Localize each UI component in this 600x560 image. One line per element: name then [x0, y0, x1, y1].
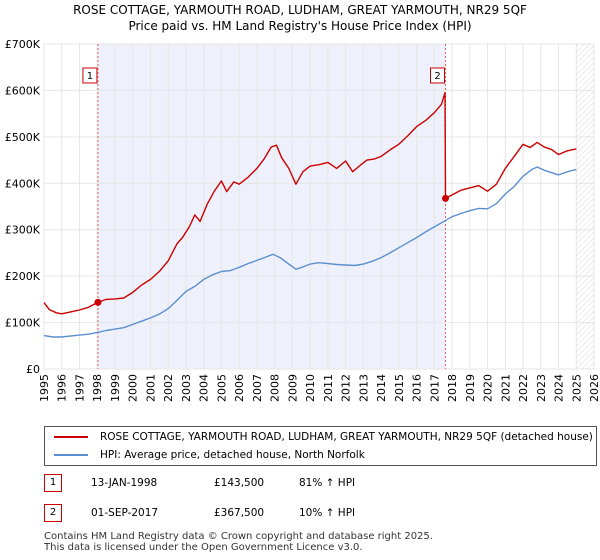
price-chart: 1 2 £0 £100K £200K £300K £400K £500K £600K £700K 1…: [5, 38, 600, 402]
future-region: [576, 44, 594, 369]
legend-swatch-property: [54, 436, 88, 438]
x-tick-label: 2002: [162, 374, 175, 402]
x-tick-label: 2019: [464, 374, 477, 402]
x-tick-label: 2016: [411, 374, 424, 402]
legend-label-property: ROSE COTTAGE, YARMOUTH ROAD, LUDHAM, GRE…: [100, 431, 593, 443]
x-tick-label: 2026: [588, 374, 600, 402]
footer-license: This data is licensed under the Open Gov…: [44, 542, 363, 553]
transaction-hpi-change: 81% ↑ HPI: [299, 477, 356, 489]
chart-subtitle: Price paid vs. HM Land Registry's House …: [128, 19, 472, 33]
x-tick-label: 2025: [570, 374, 583, 402]
y-tick-label: £300K: [5, 224, 41, 237]
transaction-price: £143,500: [214, 477, 265, 489]
ownership-band: [97, 44, 446, 369]
x-tick-label: 2004: [198, 374, 211, 402]
y-tick-label: £500K: [5, 131, 41, 144]
x-tick-label: 2015: [393, 374, 406, 402]
transaction-date: 13-JAN-1998: [91, 477, 158, 489]
transaction-marker: 2: [44, 504, 62, 522]
y-tick-label: £600K: [5, 84, 41, 97]
x-tick-label: 1995: [38, 374, 51, 402]
footer-copyright: Contains HM Land Registry data © Crown c…: [44, 531, 433, 542]
legend-swatch-hpi: [54, 454, 88, 456]
x-tick-label: 1998: [91, 374, 104, 402]
transaction-date: 01-SEP-2017: [91, 507, 159, 519]
x-tick-label: 2006: [233, 374, 246, 402]
transaction-row: 2 01-SEP-2017 £367,500 10% ↑ HPI: [44, 504, 544, 522]
sale-point: [94, 298, 102, 306]
y-tick-label: £400K: [5, 177, 41, 190]
transaction-hpi-change: 10% ↑ HPI: [299, 507, 356, 519]
x-tick-label: 2018: [446, 374, 459, 402]
transaction-marker: 1: [44, 474, 62, 492]
legend: ROSE COTTAGE, YARMOUTH ROAD, LUDHAM, GRE…: [44, 426, 597, 466]
y-tick-label: £200K: [5, 270, 41, 283]
transaction-row: 1 13-JAN-1998 £143,500 81% ↑ HPI: [44, 474, 544, 492]
sale-marker-box: [430, 67, 445, 84]
y-tick-label: £700K: [5, 38, 41, 51]
chart-title: ROSE COTTAGE, YARMOUTH ROAD, LUDHAM, GRE…: [73, 3, 527, 17]
legend-label-hpi: HPI: Average price, detached house, Nort…: [100, 449, 365, 461]
x-tick-label: 2010: [304, 374, 317, 402]
x-tick-label: 2003: [180, 374, 193, 402]
sale-marker-box: [82, 67, 98, 84]
x-tick-label: 2000: [127, 374, 140, 402]
x-tick-label: 2023: [535, 374, 548, 402]
sale-point: [442, 194, 449, 202]
x-tick-label: 2008: [269, 374, 282, 402]
sale-marker-label: 2: [434, 71, 440, 82]
x-tick-label: 1999: [109, 374, 122, 402]
x-tick-label: 2009: [286, 374, 299, 402]
property-series-line: [43, 92, 577, 315]
hpi-series-line: [43, 166, 577, 338]
y-tick-label: £100K: [5, 317, 41, 330]
x-tick-label: 2005: [215, 374, 228, 402]
x-tick-label: 1996: [56, 374, 69, 402]
x-tick-label: 2020: [482, 374, 495, 402]
x-tick-label: 2024: [553, 374, 566, 402]
x-tick-label: 2013: [357, 374, 370, 402]
x-tick-label: 2022: [517, 374, 530, 402]
x-tick-label: 2011: [322, 374, 335, 402]
sale-marker-label: 1: [87, 71, 93, 82]
y-tick-label: £0: [26, 363, 40, 376]
transaction-price: £367,500: [214, 507, 265, 519]
x-tick-label: 2017: [428, 374, 441, 402]
x-tick-label: 2021: [499, 374, 512, 402]
x-tick-label: 2014: [375, 374, 388, 402]
x-tick-label: 1997: [73, 374, 86, 402]
x-tick-label: 2007: [251, 374, 264, 402]
x-tick-label: 2012: [340, 374, 353, 402]
x-tick-label: 2001: [144, 374, 157, 402]
footer: Contains HM Land Registry data © Crown c…: [44, 531, 433, 553]
